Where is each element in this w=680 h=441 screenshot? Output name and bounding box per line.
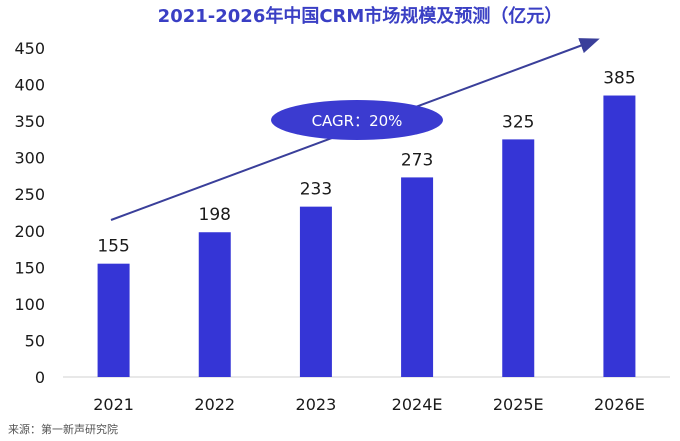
bar-series: [97, 95, 636, 378]
bar: [299, 206, 332, 377]
y-tick-label: 350: [14, 112, 45, 131]
y-tick-label: 150: [14, 258, 45, 277]
data-labels: 155 198 233 273 325 385: [97, 69, 635, 257]
data-label: 233: [300, 180, 332, 200]
data-label: 273: [401, 150, 433, 170]
x-tick-label: 2024E: [392, 395, 443, 414]
y-axis: 0 50 100 150 200 250 300 350 400 450: [14, 39, 45, 387]
x-tick-label: 2021: [93, 395, 134, 414]
x-tick-label: 2025E: [493, 395, 544, 414]
cagr-badge: CAGR：20%: [271, 100, 443, 140]
bar: [198, 232, 231, 377]
x-tick-label: 2023: [296, 395, 337, 414]
y-tick-label: 250: [14, 185, 45, 204]
y-tick-label: 400: [14, 76, 45, 95]
y-tick-label: 0: [35, 368, 45, 387]
data-label: 198: [199, 205, 231, 225]
x-tick-label: 2022: [194, 395, 235, 414]
source-note: 来源：第一新声研究院: [8, 422, 118, 436]
y-tick-label: 100: [14, 295, 45, 314]
bar: [97, 263, 130, 377]
x-axis: 2021 2022 2023 2024E 2025E 2026E: [93, 395, 645, 414]
y-tick-label: 200: [14, 222, 45, 241]
x-tick-label: 2026E: [594, 395, 645, 414]
y-tick-label: 300: [14, 149, 45, 168]
bar: [603, 95, 636, 378]
data-label: 385: [603, 69, 635, 89]
data-label: 325: [502, 112, 534, 132]
cagr-label: CAGR：20%: [312, 112, 403, 130]
chart-title: 2021-2026年中国CRM市场规模及预测（亿元）: [158, 5, 563, 27]
y-tick-label: 450: [14, 39, 45, 58]
bar: [401, 177, 434, 377]
y-tick-label: 50: [25, 331, 45, 350]
bar: [502, 139, 535, 377]
data-label: 155: [97, 237, 129, 257]
